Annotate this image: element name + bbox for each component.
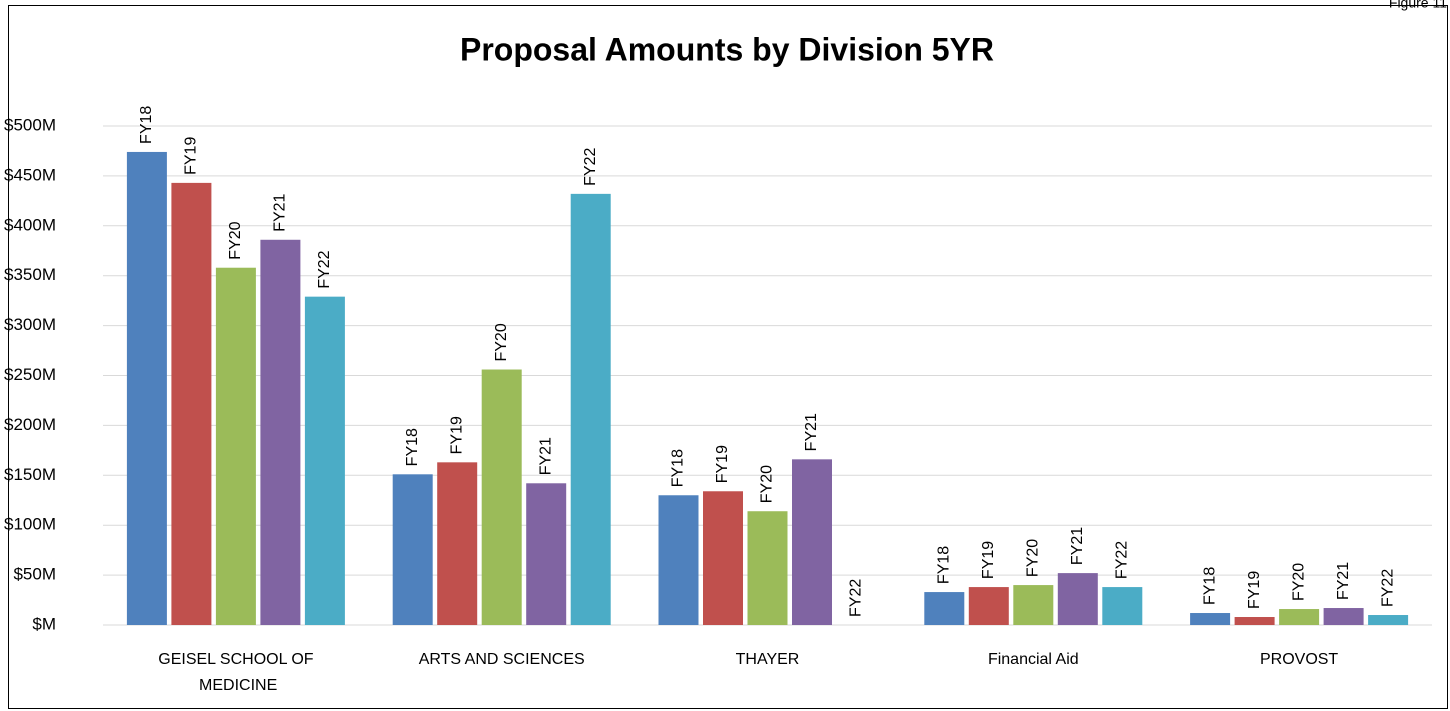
bar [570, 193, 611, 625]
data-label: FY18 [936, 546, 953, 584]
bar [968, 587, 1009, 625]
bar [437, 462, 478, 625]
y-tick-label: $50M [13, 565, 56, 584]
y-tick-label: $250M [4, 365, 56, 384]
data-label: FY21 [1335, 562, 1352, 600]
y-tick-label: $M [32, 614, 56, 633]
data-label: FY18 [670, 449, 687, 487]
bar [1234, 617, 1275, 625]
y-tick-label: $450M [4, 165, 56, 184]
y-tick-label: $150M [4, 465, 56, 484]
data-label: FY18 [138, 106, 155, 144]
chart-title: Proposal Amounts by Division 5YR [460, 31, 994, 67]
data-label: FY20 [493, 323, 510, 361]
data-label: FY22 [1114, 541, 1131, 579]
bar [1102, 587, 1143, 625]
data-label: FY22 [848, 579, 865, 617]
data-label: FY20 [1290, 563, 1307, 601]
bar [1057, 573, 1098, 625]
bar [215, 267, 256, 625]
bar [481, 369, 522, 625]
bar [1368, 615, 1409, 625]
data-label: FY18 [404, 428, 421, 466]
y-tick-label: $100M [4, 515, 56, 534]
bar [792, 459, 832, 625]
bar [658, 495, 699, 625]
data-label: FY19 [1246, 571, 1263, 609]
x-tick-label: THAYER [736, 651, 800, 668]
data-label: FY21 [272, 193, 289, 231]
bar [1323, 608, 1364, 625]
x-tick-label: PROVOST [1260, 651, 1338, 668]
data-label: FY22 [1379, 569, 1396, 607]
data-label: FY20 [759, 465, 776, 503]
y-tick-label: $200M [4, 415, 56, 434]
data-label: FY21 [1069, 527, 1086, 565]
data-label: FY21 [537, 437, 554, 475]
data-label: FY20 [1025, 539, 1042, 577]
y-tick-label: $500M [4, 115, 56, 134]
bar [126, 151, 167, 625]
bar [304, 296, 345, 625]
data-label: FY19 [183, 137, 200, 175]
figure-label: Figure 11 [1389, 0, 1447, 11]
bar [1013, 585, 1054, 625]
bar [703, 491, 743, 625]
bar [924, 592, 965, 625]
data-label: FY22 [582, 148, 599, 186]
data-label: FY20 [227, 221, 244, 259]
data-label: FY19 [980, 541, 997, 579]
x-tick-label: ARTS AND SCIENCES [419, 651, 585, 668]
bar [171, 182, 212, 626]
data-label: FY21 [803, 413, 820, 451]
y-tick-label: $300M [4, 315, 56, 334]
data-label: FY18 [1201, 567, 1218, 605]
bar [1279, 609, 1320, 625]
bar [1190, 613, 1231, 625]
bar [260, 239, 301, 625]
x-tick-label: Financial Aid [988, 651, 1079, 668]
x-tick-label: GEISEL SCHOOL OF MEDICINE [158, 651, 314, 694]
data-label: FY19 [714, 445, 731, 483]
data-label: FY22 [316, 250, 333, 288]
bar [747, 511, 788, 625]
bar [392, 474, 433, 625]
bar [526, 483, 567, 625]
data-label: FY19 [448, 416, 465, 454]
y-tick-label: $400M [4, 215, 56, 234]
y-tick-label: $350M [4, 265, 56, 284]
